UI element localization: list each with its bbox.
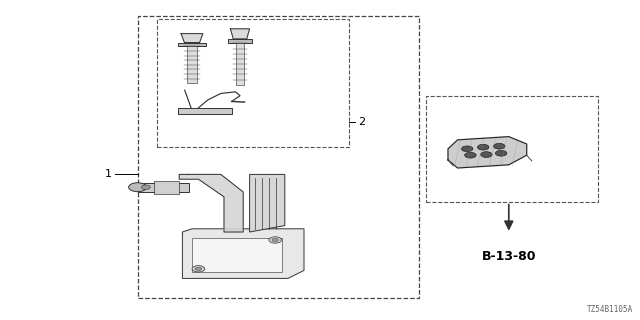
Polygon shape	[448, 137, 527, 168]
Circle shape	[481, 152, 492, 157]
Polygon shape	[181, 34, 203, 43]
Text: B-13-80: B-13-80	[481, 250, 536, 262]
Polygon shape	[230, 29, 250, 39]
Circle shape	[477, 144, 489, 150]
Polygon shape	[154, 181, 179, 194]
Polygon shape	[187, 46, 197, 83]
Text: TZ54B1105A: TZ54B1105A	[588, 305, 634, 314]
Polygon shape	[179, 174, 243, 232]
Circle shape	[465, 152, 476, 158]
Polygon shape	[182, 229, 304, 278]
Polygon shape	[192, 238, 282, 272]
Circle shape	[493, 143, 505, 149]
Polygon shape	[250, 174, 285, 232]
Circle shape	[129, 183, 147, 192]
Text: 1: 1	[105, 169, 112, 180]
Circle shape	[495, 150, 507, 156]
Circle shape	[192, 266, 205, 272]
Polygon shape	[178, 108, 232, 114]
Polygon shape	[138, 183, 189, 192]
Polygon shape	[236, 43, 244, 85]
Circle shape	[195, 267, 202, 270]
Circle shape	[269, 237, 282, 243]
Circle shape	[461, 146, 473, 152]
Text: 2: 2	[358, 116, 365, 127]
Polygon shape	[178, 43, 206, 46]
Circle shape	[272, 238, 278, 242]
Circle shape	[141, 185, 150, 189]
Polygon shape	[228, 39, 253, 43]
